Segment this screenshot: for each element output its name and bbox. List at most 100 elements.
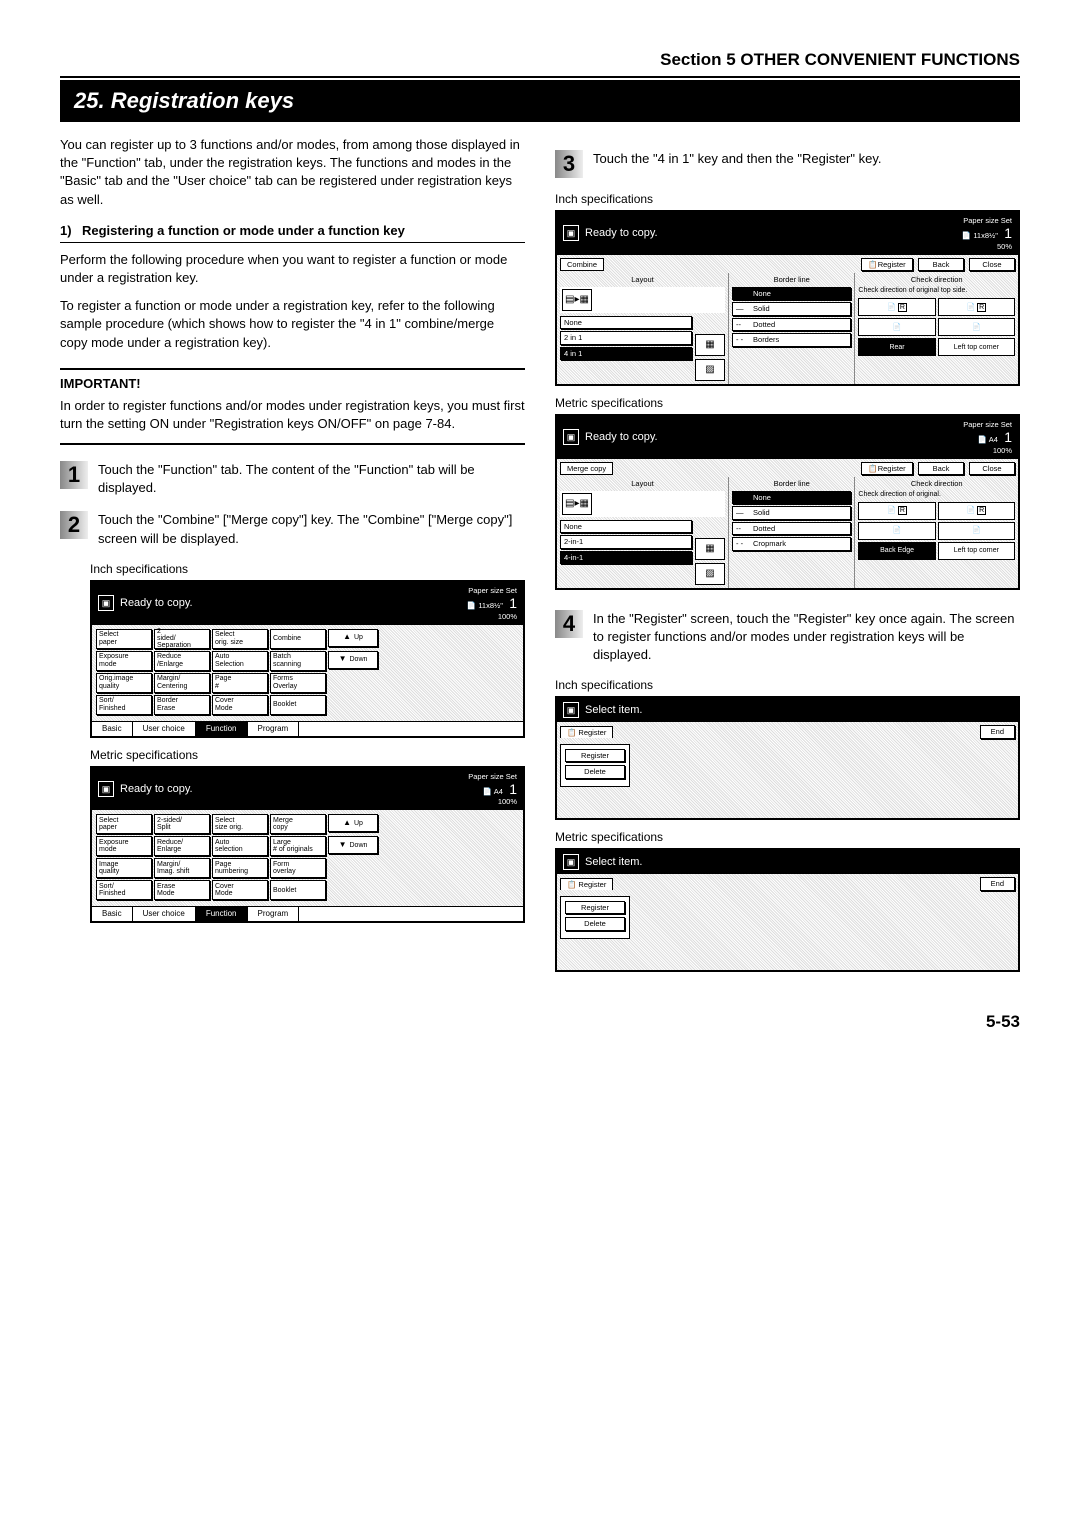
end-button[interactable]: End <box>980 877 1015 891</box>
border-option[interactable]: —Solid <box>732 302 851 316</box>
layout-option[interactable]: 4 in 1 <box>560 347 692 361</box>
intro-text: You can register up to 3 functions and/o… <box>60 136 525 209</box>
layout-option[interactable]: 2-in-1 <box>560 535 692 549</box>
border-option[interactable]: None <box>732 491 851 505</box>
close-button[interactable]: Close <box>969 462 1015 476</box>
function-button[interactable]: Selectpaper <box>96 629 152 649</box>
function-button[interactable]: Exposuremode <box>96 836 152 856</box>
delete-button[interactable]: Delete <box>565 765 625 779</box>
function-button[interactable]: Reduce/Enlarge <box>154 836 210 856</box>
direction-option[interactable]: 📄 R <box>938 502 1015 520</box>
layout-icon[interactable]: ▦ <box>695 334 725 356</box>
function-button[interactable]: Booklet <box>270 880 326 900</box>
function-button[interactable]: Large# of originals <box>270 836 326 856</box>
tab-function[interactable]: Function <box>196 907 248 921</box>
function-button[interactable]: Pagenumbering <box>212 858 268 878</box>
down-button[interactable]: ▼ Down <box>328 651 378 669</box>
function-button[interactable]: Batchscanning <box>270 651 326 671</box>
function-button[interactable]: Imagequality <box>96 858 152 878</box>
tab-function[interactable]: Function <box>196 722 248 736</box>
layout-option[interactable]: 2 in 1 <box>560 331 692 345</box>
direction-option[interactable]: 📄 R <box>858 502 935 520</box>
tab-basic[interactable]: Basic <box>92 907 133 921</box>
tab-program[interactable]: Program <box>248 722 300 736</box>
register-button[interactable]: 📋Register <box>861 258 913 272</box>
status-text: Ready to copy. <box>120 784 193 795</box>
border-option[interactable]: None <box>732 287 851 301</box>
back-button[interactable]: Back <box>918 462 964 476</box>
up-button[interactable]: ▲ Up <box>328 814 378 832</box>
function-button[interactable]: Page# <box>212 673 268 693</box>
direction-option[interactable]: 📄 <box>858 522 935 540</box>
direction-option[interactable]: Rear <box>858 338 935 356</box>
function-button[interactable]: Sort/Finished <box>96 695 152 715</box>
direction-option[interactable]: 📄 <box>938 522 1015 540</box>
border-option[interactable]: - -Borders <box>732 333 851 347</box>
layout-option[interactable]: None <box>560 316 692 330</box>
function-button[interactable]: Reduce/Enlarge <box>154 651 210 671</box>
end-button[interactable]: End <box>980 725 1015 739</box>
function-button[interactable]: BorderErase <box>154 695 210 715</box>
layout-icon[interactable]: ▨ <box>695 563 725 585</box>
layout-option[interactable]: 4-in-1 <box>560 551 692 565</box>
direction-option[interactable]: Left top corner <box>938 338 1015 356</box>
function-button[interactable]: Margin/Centering <box>154 673 210 693</box>
border-option[interactable]: - -Cropmark <box>732 537 851 551</box>
function-button[interactable]: FormsOverlay <box>270 673 326 693</box>
border-option[interactable]: —Solid <box>732 506 851 520</box>
tab-user-choice[interactable]: User choice <box>133 722 196 736</box>
action-box: Register Delete <box>560 896 630 939</box>
important-box: IMPORTANT! In order to register function… <box>60 368 525 445</box>
tab-program[interactable]: Program <box>248 907 300 921</box>
function-button[interactable]: Selectorig. size <box>212 629 268 649</box>
function-button[interactable]: Booklet <box>270 695 326 715</box>
src-icon: ▤▸▦ <box>562 289 592 311</box>
function-button[interactable]: Exposuremode <box>96 651 152 671</box>
function-button[interactable]: Margin/Imag. shift <box>154 858 210 878</box>
status-text: Ready to copy. <box>585 432 658 443</box>
function-button[interactable]: Mergecopy <box>270 814 326 834</box>
border-option[interactable]: --Dotted <box>732 522 851 536</box>
tab-user-choice[interactable]: User choice <box>133 907 196 921</box>
direction-option[interactable]: Back Edge <box>858 542 935 560</box>
delete-button[interactable]: Delete <box>565 917 625 931</box>
function-button[interactable]: CoverMode <box>212 880 268 900</box>
direction-option[interactable]: 📄 R <box>938 298 1015 316</box>
function-button[interactable]: Orig.imagequality <box>96 673 152 693</box>
border-option[interactable]: --Dotted <box>732 318 851 332</box>
direction-option[interactable]: 📄 R <box>858 298 935 316</box>
select-panel-inch: ▣Select item. 📋 Register End RegisterDel… <box>555 696 1020 820</box>
function-button[interactable]: Autoselection <box>212 836 268 856</box>
close-button[interactable]: Close <box>969 258 1015 272</box>
function-button[interactable]: Selectpaper <box>96 814 152 834</box>
back-button[interactable]: Back <box>918 258 964 272</box>
function-button[interactable]: CoverMode <box>212 695 268 715</box>
function-button[interactable]: Formoverlay <box>270 858 326 878</box>
body-text: Perform the following procedure when you… <box>60 251 525 287</box>
layout-icon[interactable]: ▦ <box>695 538 725 560</box>
register-button[interactable]: 📋Register <box>861 462 913 476</box>
register-button[interactable]: Register <box>565 901 625 915</box>
direction-option[interactable]: 📄 <box>858 318 935 336</box>
src-icon: ▤▸▦ <box>562 493 592 515</box>
down-button[interactable]: ▼ Down <box>328 836 378 854</box>
register-tab[interactable]: 📋 Register <box>560 726 613 739</box>
function-button[interactable]: EraseMode <box>154 880 210 900</box>
register-button[interactable]: Register <box>565 749 625 763</box>
up-button[interactable]: ▲ Up <box>328 629 378 647</box>
function-button[interactable]: AutoSelection <box>212 651 268 671</box>
direction-option[interactable]: 📄 <box>938 318 1015 336</box>
register-tab[interactable]: 📋 Register <box>560 878 613 891</box>
function-button[interactable]: Combine <box>270 629 326 649</box>
function-button[interactable]: Selectsize orig. <box>212 814 268 834</box>
function-button[interactable]: 2-sided/Split <box>154 814 210 834</box>
layout-icon[interactable]: ▨ <box>695 359 725 381</box>
function-button[interactable]: 2sided/ Separation <box>154 629 210 649</box>
function-button[interactable]: Sort/Finished <box>96 880 152 900</box>
spec-label: Inch specifications <box>90 562 525 576</box>
tab-basic[interactable]: Basic <box>92 722 133 736</box>
layout-option[interactable]: None <box>560 520 692 534</box>
direction-option[interactable]: Left top corner <box>938 542 1015 560</box>
spec-label: Inch specifications <box>555 192 1020 206</box>
step-2: 2 Touch the "Combine" ["Merge copy"] key… <box>60 511 525 547</box>
